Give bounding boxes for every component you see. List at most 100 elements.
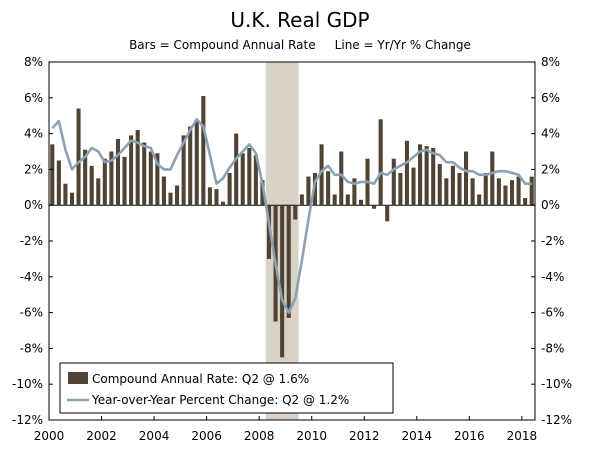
chart-title: U.K. Real GDP [230,8,370,32]
bar [293,205,298,220]
bar [188,126,193,206]
legend-line-label: Year-over-Year Percent Change: Q2 @ 1.2% [91,393,349,407]
axes [48,61,536,421]
bar [431,147,436,206]
y-tick-label-left: -2% [20,234,43,248]
bar [299,194,304,206]
bar [457,172,462,206]
bar [63,183,68,206]
y-tick-label-right: 0% [541,198,560,212]
y-tick-label-right: -6% [541,306,564,320]
tick-labels: 8% 8% 6% 6% 4% 4% 2% 2% 0% 0% -2% -2% -4% -4% -6% -6% -8… [12,55,572,443]
bar [155,153,160,206]
bar [102,158,107,206]
y-tick-label-right: -10% [541,377,572,391]
legend-bar-label: Compound Annual Rate: Q2 @ 1.6% [92,372,309,386]
bar [240,153,245,206]
x-tick-label: 2004 [139,429,170,443]
x-tick-label: 2000 [34,429,65,443]
y-tick-label-right: -8% [541,341,564,355]
bar [234,133,239,206]
bar [358,199,363,206]
bar [339,151,344,206]
bar [503,185,508,206]
bar [122,156,127,206]
bar [168,192,173,206]
y-tick-label-right: 8% [541,55,560,69]
y-tick-label-left: 0% [24,198,43,212]
bar [76,108,81,206]
bar [56,160,61,206]
chart-subtitle: Bars = Compound Annual Rate Line = Yr/Yr… [0,38,600,52]
bar [404,140,409,206]
bar [529,176,534,206]
x-tick-label: 2002 [86,429,117,443]
x-tick-label: 2018 [507,429,538,443]
bar [175,185,180,206]
bar [135,130,140,206]
bar [50,144,55,206]
bar [464,151,469,206]
x-tick-label: 2014 [402,429,433,443]
bar [201,96,206,206]
legend: Compound Annual Rate: Q2 @ 1.6% Year-over… [59,362,394,414]
bar [352,178,357,206]
x-tick-label: 2010 [296,429,327,443]
bar [385,205,390,222]
bar [221,201,226,206]
bar [437,164,442,206]
x-tick-label: 2016 [454,429,485,443]
subtitle-bars: Bars = Compound Annual Rate [129,38,316,52]
bar [89,165,94,206]
bar [450,165,455,206]
bar [69,192,75,206]
bar [227,172,232,206]
bar [142,142,147,206]
bar [266,205,272,259]
bar [129,135,134,206]
y-tick-label-left: 4% [24,127,43,141]
bar [332,194,337,206]
bar [345,194,350,206]
x-tick-label: 2008 [244,429,275,443]
bar [523,198,528,206]
bar [253,155,258,206]
bar [148,151,153,206]
y-tick-label-right: -2% [541,234,564,248]
bar [444,178,449,206]
bar [319,144,324,206]
bar [516,176,521,206]
y-tick-label-left: -8% [20,341,43,355]
bar [247,147,252,206]
bar [286,205,291,318]
bar [214,189,219,206]
bar [96,178,101,206]
y-tick-label-right: 2% [541,162,560,176]
bar [391,158,396,206]
y-tick-label-right: -4% [541,270,564,284]
y-tick-label-right: -12% [541,413,572,427]
x-tick-label: 2006 [191,429,222,443]
line-series-layer [51,117,532,314]
bar [83,149,88,206]
bar [424,146,429,206]
x-tick-label: 2012 [349,429,380,443]
bar [372,205,377,209]
subtitle-line: Line = Yr/Yr % Change [334,38,471,52]
y-tick-label-right: 4% [541,127,560,141]
y-tick-label-left: -6% [20,306,43,320]
bar [470,178,475,206]
y-tick-label-left: -10% [12,377,43,391]
bar [490,151,495,206]
bar [483,172,488,206]
bar [418,144,423,206]
bar [194,121,199,206]
bar [207,187,212,206]
bar [477,194,482,206]
bar [378,119,383,206]
legend-bar-swatch [68,372,88,384]
bar [115,138,120,206]
bar [411,167,416,206]
bar [306,176,311,206]
